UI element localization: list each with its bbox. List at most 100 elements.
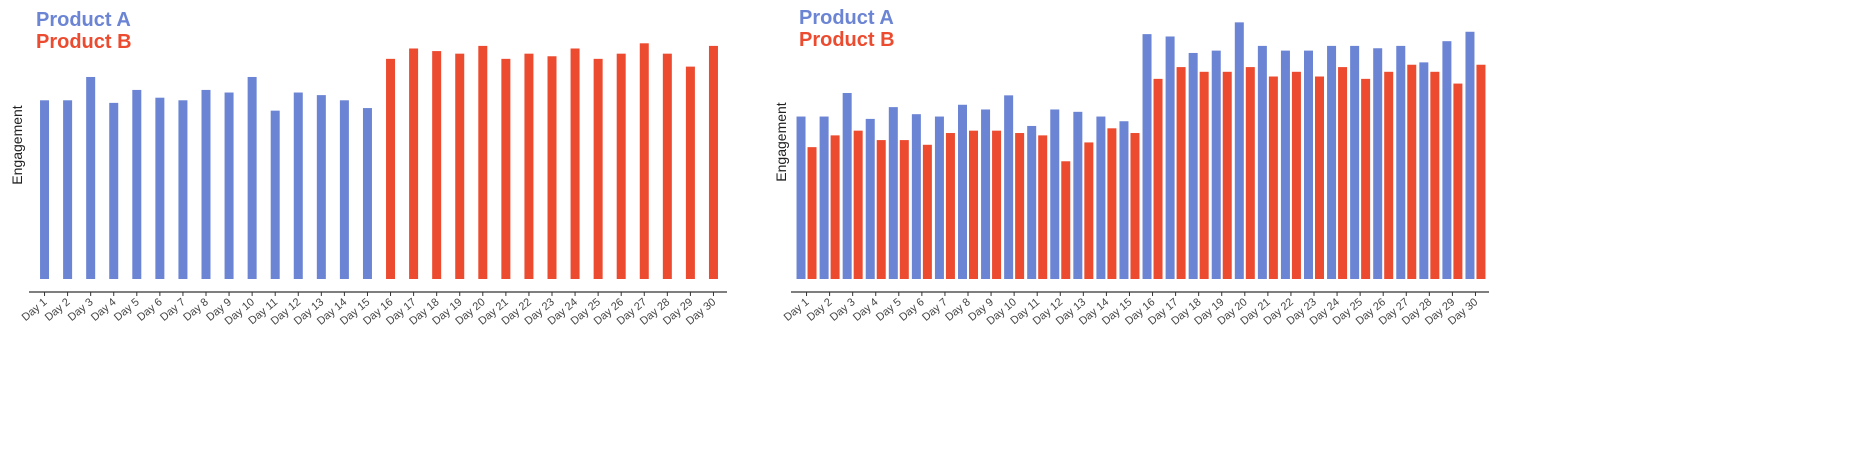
legend-product-b: Product B <box>799 29 895 51</box>
x-tick-label: Day 8 <box>181 296 211 324</box>
bar-product-b-day-18 <box>1199 71 1209 279</box>
bar-product-b-day-29 <box>685 66 695 280</box>
bar-product-b-day-26 <box>1384 71 1394 279</box>
x-tick-label: Day 2 <box>43 296 73 324</box>
x-tick-label: Day 4 <box>851 296 881 324</box>
x-tick-label: Day 7 <box>158 296 188 324</box>
bar-product-b-day-9 <box>992 130 1002 279</box>
bar-product-a-day-19 <box>1211 50 1221 279</box>
bar-product-a-day-2 <box>63 100 73 279</box>
bar-product-b-day-19 <box>455 53 465 279</box>
bar-product-a-day-11 <box>270 110 280 280</box>
x-tick-label: Day 7 <box>920 296 950 324</box>
bar-product-b-day-17 <box>409 48 419 279</box>
bar-product-a-day-4 <box>109 102 119 279</box>
bar-product-b-day-30 <box>708 45 718 280</box>
bar-product-b-day-15 <box>1130 133 1140 279</box>
bar-product-a-day-22 <box>1280 50 1290 279</box>
bar-product-a-day-26 <box>1373 48 1383 279</box>
bar-product-b-day-20 <box>478 45 488 280</box>
bar-product-b-day-8 <box>969 130 978 279</box>
bar-product-b-day-4 <box>876 140 886 279</box>
bar-product-b-day-11 <box>1038 135 1048 279</box>
x-tick-label: Day 3 <box>828 296 858 324</box>
bars <box>796 22 1486 280</box>
legend-product-a: Product A <box>799 7 894 29</box>
bar-product-a-day-1 <box>796 116 806 279</box>
x-tick-label: Day 1 <box>20 296 50 324</box>
bar-product-b-day-3 <box>853 130 863 279</box>
bar-product-a-day-7 <box>178 100 188 279</box>
bar-product-b-day-24 <box>1338 67 1348 279</box>
bar-product-b-day-29 <box>1453 83 1463 279</box>
bar-product-b-day-20 <box>1245 67 1255 279</box>
bar-product-a-day-9 <box>981 109 991 280</box>
bar-product-a-day-7 <box>934 116 944 279</box>
bar-product-b-day-28 <box>662 53 672 279</box>
bar-product-a-day-3 <box>86 76 96 279</box>
bar-product-b-day-17 <box>1176 67 1186 279</box>
bar-product-b-day-16 <box>386 58 396 279</box>
bar-product-a-day-16 <box>1142 34 1152 279</box>
legend-product-b: Product B <box>36 31 132 53</box>
bar-product-a-day-6 <box>911 114 921 279</box>
bar-product-a-day-27 <box>1396 45 1406 280</box>
bar-product-a-day-8 <box>201 89 211 280</box>
x-tick-label: Day 8 <box>943 296 973 324</box>
bar-product-a-day-14 <box>339 100 349 279</box>
bar-product-a-day-13 <box>316 95 326 279</box>
bar-product-b-day-30 <box>1476 64 1486 280</box>
x-tick-label: Day 6 <box>897 296 927 324</box>
bars <box>40 43 718 280</box>
y-axis-label: Engagement <box>9 105 25 185</box>
bar-product-a-day-10 <box>247 76 257 279</box>
bar-product-b-day-12 <box>1061 161 1071 279</box>
bar-product-b-day-22 <box>524 53 534 279</box>
bar-product-a-day-29 <box>1442 41 1452 279</box>
bar-product-b-day-25 <box>1361 78 1371 279</box>
bar-product-b-day-2 <box>830 135 840 279</box>
bar-product-b-day-26 <box>616 53 626 279</box>
bar-product-a-day-28 <box>1419 62 1429 279</box>
bar-product-a-day-14 <box>1096 116 1106 279</box>
bar-product-b-day-21 <box>1268 76 1278 279</box>
bar-product-b-day-14 <box>1107 128 1117 279</box>
bar-product-b-day-19 <box>1222 71 1232 279</box>
bar-product-b-day-16 <box>1153 78 1163 279</box>
bar-product-a-day-24 <box>1327 45 1337 280</box>
legend-product-a: Product A <box>36 9 131 31</box>
bar-product-b-day-27 <box>1407 64 1417 280</box>
x-tick-label: Day 5 <box>112 296 142 324</box>
bar-product-a-day-25 <box>1350 45 1360 280</box>
bar-product-b-day-13 <box>1084 142 1094 279</box>
x-tick-label: Day 6 <box>135 296 165 324</box>
bar-product-a-day-11 <box>1027 125 1037 279</box>
bar-product-a-day-30 <box>1465 31 1475 279</box>
bar-product-a-day-15 <box>1119 121 1129 279</box>
bar-product-a-day-4 <box>865 118 875 280</box>
bar-product-b-day-18 <box>432 51 442 279</box>
bar-product-a-day-12 <box>1050 109 1060 280</box>
bar-product-a-day-8 <box>958 104 967 279</box>
bar-product-b-day-23 <box>1315 76 1324 279</box>
bar-product-a-day-10 <box>1004 95 1014 279</box>
x-tick-label: Day 2 <box>805 296 835 324</box>
x-tick-label: Day 4 <box>89 296 119 324</box>
bar-product-b-day-23 <box>547 56 557 280</box>
bar-product-a-day-6 <box>155 97 165 279</box>
bar-product-b-day-25 <box>593 58 603 279</box>
bar-product-b-day-6 <box>922 144 932 279</box>
bar-product-a-day-5 <box>888 107 898 279</box>
bar-product-a-day-12 <box>293 92 303 280</box>
bar-product-b-day-27 <box>639 43 649 280</box>
x-tick-label: Day 5 <box>874 296 904 324</box>
bar-product-b-day-28 <box>1430 71 1440 279</box>
bar-product-b-day-24 <box>570 48 580 279</box>
bar-product-b-day-22 <box>1291 71 1301 279</box>
